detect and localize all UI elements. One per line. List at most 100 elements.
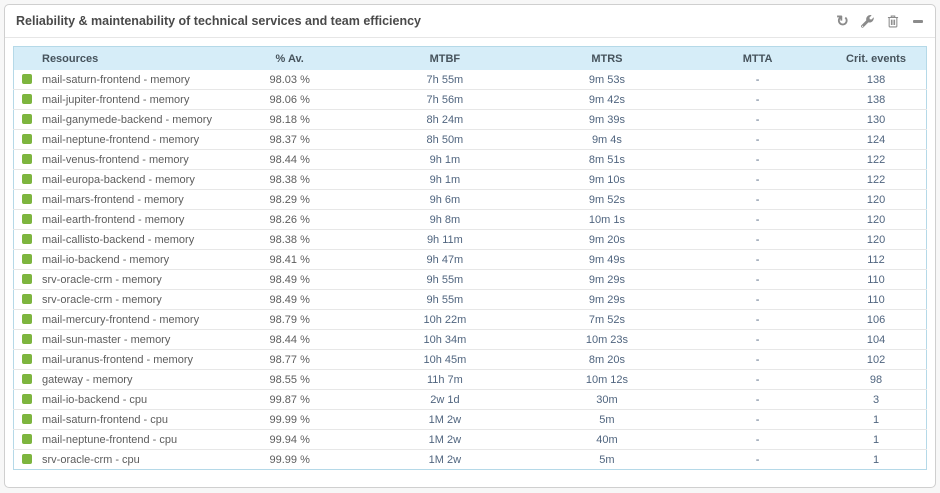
mtbf-value: 1M 2w (428, 453, 462, 466)
mtrs-value: 10m 12s (524, 369, 690, 390)
table-row[interactable]: mail-jupiter-frontend - memory 98.06 % 7… (13, 89, 927, 110)
trash-icon[interactable] (885, 13, 900, 29)
resource-name: mail-neptune-frontend - memory (42, 133, 200, 146)
table-row[interactable]: srv-oracle-crm - memory 98.49 % 9h 55m 9… (13, 269, 927, 290)
crit-events-value: 120 (826, 229, 927, 250)
mtbf-value: 9h 6m (365, 189, 525, 210)
table-row[interactable]: mail-callisto-backend - memory 98.38 % 9… (13, 229, 927, 250)
mtta-value: - (689, 429, 827, 450)
mtbf-value: 9h 1m (365, 149, 525, 170)
resource-name: srv-oracle-crm - memory (42, 273, 162, 286)
availability-value: 98.44 % (214, 149, 365, 170)
availability-value: 98.18 % (214, 109, 365, 130)
table-row[interactable]: mail-mars-frontend - memory 98.29 % 9h 6… (13, 189, 927, 210)
availability-value: 98.49 % (214, 289, 365, 310)
availability-value: 98.79 % (214, 309, 365, 330)
crit-events-value: 1 (872, 453, 880, 466)
mtrs-value: 9m 49s (524, 249, 690, 270)
table-row[interactable]: srv-oracle-crm - cpu 99.99 % 1M 2w 5m - … (14, 450, 927, 470)
crit-events-value: 1 (826, 409, 927, 430)
table-row[interactable]: gateway - memory 98.55 % 11h 7m 10m 12s … (13, 369, 927, 390)
mtrs-value: 40m (524, 429, 690, 450)
crit-events-value: 122 (826, 149, 927, 170)
table-row[interactable]: srv-oracle-crm - memory 98.49 % 9h 55m 9… (13, 289, 927, 310)
mtta-value: - (689, 149, 827, 170)
status-ok-icon (22, 93, 32, 104)
availability-value: 98.37 % (214, 129, 365, 150)
status-ok-icon (22, 393, 32, 404)
mtta-value: - (689, 329, 827, 350)
mtta-value: - (689, 289, 827, 310)
status-ok-icon (22, 213, 32, 224)
crit-events-value: 130 (826, 109, 927, 130)
crit-events-value: 98 (826, 369, 927, 390)
table-row[interactable]: mail-earth-frontend - memory 98.26 % 9h … (13, 209, 927, 230)
resource-name: mail-mars-frontend - memory (42, 193, 184, 206)
status-ok-icon (22, 73, 32, 84)
wrench-icon[interactable] (860, 13, 875, 29)
table-row[interactable]: mail-europa-backend - memory 98.38 % 9h … (13, 169, 927, 190)
minimize-icon[interactable] (910, 13, 925, 29)
status-ok-icon (22, 433, 32, 444)
table-row[interactable]: mail-venus-frontend - memory 98.44 % 9h … (13, 149, 927, 170)
resource-name: srv-oracle-crm - memory (42, 293, 162, 306)
availability-value: 99.87 % (214, 389, 365, 410)
table-row[interactable]: mail-io-backend - cpu 99.87 % 2w 1d 30m … (13, 389, 927, 410)
mtta-value: - (689, 70, 827, 90)
crit-events-value: 138 (826, 89, 927, 110)
mtbf-value: 9h 11m (365, 229, 525, 250)
mtrs-value: 9m 20s (524, 229, 690, 250)
table-row[interactable]: mail-ganymede-backend - memory 98.18 % 8… (13, 109, 927, 130)
availability-value: 99.94 % (214, 429, 365, 450)
mtbf-value: 9h 55m (365, 269, 525, 290)
crit-events-value: 120 (826, 189, 927, 210)
availability-value: 98.41 % (214, 249, 365, 270)
resource-name: mail-venus-frontend - memory (42, 153, 189, 166)
table-row[interactable]: mail-mercury-frontend - memory 98.79 % 1… (13, 309, 927, 330)
table-row[interactable]: mail-neptune-frontend - memory 98.37 % 8… (13, 129, 927, 150)
table-row[interactable]: mail-sun-master - memory 98.44 % 10h 34m… (13, 329, 927, 350)
mtrs-value: 9m 39s (524, 109, 690, 130)
status-ok-icon (22, 413, 32, 424)
mtbf-value: 10h 45m (365, 349, 525, 370)
crit-events-value: 138 (826, 70, 927, 90)
mtta-value: - (689, 109, 827, 130)
resource-name: mail-jupiter-frontend - memory (42, 93, 190, 106)
mtbf-value: 1M 2w (365, 409, 525, 430)
mtbf-value: 1M 2w (365, 429, 525, 450)
status-ok-icon (22, 113, 32, 124)
availability-value: 98.55 % (214, 369, 365, 390)
table-row[interactable]: mail-saturn-frontend - cpu 99.99 % 1M 2w… (13, 409, 927, 430)
status-ok-icon (22, 353, 32, 364)
mtrs-value: 10m 23s (524, 329, 690, 350)
table-header-row: Resources % Av. MTBF MTRS MTTA Crit. eve… (13, 46, 927, 70)
mtbf-value: 9h 8m (365, 209, 525, 230)
widget-toolbar: ↻ (835, 13, 925, 29)
mtrs-value: 5m (524, 409, 690, 430)
mtrs-value: 8m 20s (524, 349, 690, 370)
table-body: mail-saturn-frontend - memory 98.03 % 7h… (13, 70, 927, 470)
status-ok-icon (22, 373, 32, 384)
availability-value: 99.99 % (269, 453, 310, 466)
mtbf-value: 10h 34m (365, 329, 525, 350)
mtrs-value: 9m 10s (524, 169, 690, 190)
table-row[interactable]: mail-io-backend - memory 98.41 % 9h 47m … (13, 249, 927, 270)
table-row[interactable]: mail-uranus-frontend - memory 98.77 % 10… (13, 349, 927, 370)
status-ok-icon (22, 313, 32, 324)
crit-events-value: 102 (826, 349, 927, 370)
availability-value: 98.38 % (214, 169, 365, 190)
table-row[interactable]: mail-saturn-frontend - memory 98.03 % 7h… (13, 70, 927, 90)
status-ok-icon (22, 333, 32, 344)
status-ok-icon (22, 133, 32, 144)
resource-name: mail-sun-master - memory (42, 333, 171, 346)
crit-events-value: 110 (826, 269, 927, 290)
resource-name: mail-uranus-frontend - memory (42, 353, 193, 366)
mtbf-value: 2w 1d (365, 389, 525, 410)
availability-value: 98.38 % (214, 229, 365, 250)
refresh-icon[interactable]: ↻ (836, 12, 849, 30)
mtta-value: - (689, 249, 827, 270)
table-row[interactable]: mail-neptune-frontend - cpu 99.94 % 1M 2… (13, 429, 927, 450)
mtta-value: - (689, 409, 827, 430)
mtrs-value: 30m (524, 389, 690, 410)
resource-name: mail-neptune-frontend - cpu (42, 433, 178, 446)
